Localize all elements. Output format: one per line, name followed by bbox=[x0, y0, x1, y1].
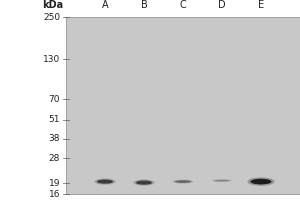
Ellipse shape bbox=[212, 179, 233, 182]
Text: A: A bbox=[102, 0, 108, 10]
Text: 51: 51 bbox=[49, 115, 60, 124]
Ellipse shape bbox=[136, 181, 152, 185]
Text: 16: 16 bbox=[49, 190, 60, 199]
Ellipse shape bbox=[172, 180, 194, 184]
Bar bbox=[66, 17, 300, 194]
Text: 38: 38 bbox=[49, 134, 60, 143]
Text: E: E bbox=[258, 0, 264, 10]
Text: B: B bbox=[141, 0, 147, 10]
Text: 70: 70 bbox=[49, 95, 60, 104]
Ellipse shape bbox=[94, 178, 116, 185]
Ellipse shape bbox=[97, 180, 113, 184]
Text: 250: 250 bbox=[43, 13, 60, 22]
Text: 28: 28 bbox=[49, 154, 60, 163]
Text: 19: 19 bbox=[49, 179, 60, 188]
Text: kDa: kDa bbox=[42, 0, 63, 10]
Ellipse shape bbox=[214, 180, 230, 182]
Ellipse shape bbox=[250, 179, 272, 184]
Text: 130: 130 bbox=[43, 55, 60, 64]
Text: D: D bbox=[218, 0, 226, 10]
Ellipse shape bbox=[134, 179, 154, 186]
Ellipse shape bbox=[175, 180, 191, 183]
Text: C: C bbox=[180, 0, 186, 10]
Ellipse shape bbox=[247, 177, 275, 186]
